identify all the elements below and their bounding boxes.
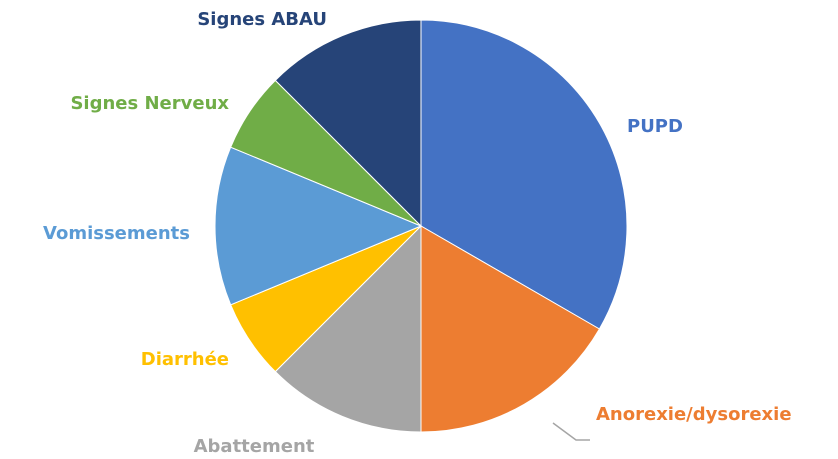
slice-label: Signes ABAU xyxy=(197,9,327,30)
pie-slice xyxy=(214,146,423,306)
slice-label: PUPD xyxy=(627,116,683,137)
pie-slice xyxy=(274,19,422,228)
pie-slice xyxy=(420,225,601,433)
slice-label: Abattement xyxy=(194,436,315,457)
pie-slice xyxy=(420,19,628,330)
leader-line xyxy=(552,422,590,441)
pie-slice xyxy=(274,224,422,433)
slice-label: Anorexie/dysorexie xyxy=(596,404,792,425)
slice-label: Signes Nerveux xyxy=(70,93,229,114)
slice-label: Diarrhée xyxy=(141,349,229,370)
slice-label: Vomissements xyxy=(43,223,190,244)
